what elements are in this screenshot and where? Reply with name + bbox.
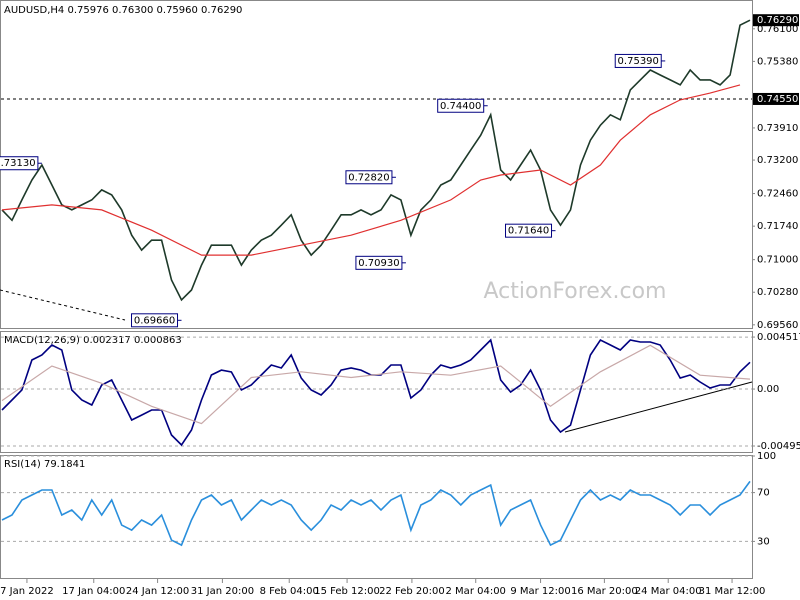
y-tick-label: 0.73200	[757, 155, 798, 166]
y-tick-label: 70	[757, 488, 770, 499]
y-tick-label: 0.71740	[757, 221, 798, 232]
y-tick-label: 0.70280	[757, 287, 798, 298]
x-tick-label: 31 Mar 12:00	[699, 586, 766, 597]
x-tick-label: 31 Jan 20:00	[191, 586, 254, 597]
price-label: 0.75390	[618, 56, 659, 67]
y-tick-label: 100	[757, 451, 776, 462]
x-tick-label: 8 Feb 04:00	[260, 586, 319, 597]
price-label: 0.69660	[134, 315, 175, 326]
macd-trend-line	[564, 381, 753, 433]
series-line	[1, 84, 741, 256]
level-label: 0.74550	[757, 94, 798, 105]
y-tick-label: 0.76100	[757, 24, 798, 35]
price-label: 0.72820	[348, 172, 389, 183]
last-price-label: 0.76290	[757, 15, 798, 26]
x-tick-label: 7 Jan 2022	[0, 586, 54, 597]
rsi-panel	[0, 455, 753, 579]
watermark: ActionForex.com	[484, 279, 667, 304]
y-tick-label: -0.00495	[757, 441, 800, 452]
x-tick-label: 22 Feb 20:00	[379, 586, 445, 597]
y-tick-label: 0.71000	[757, 255, 798, 266]
price-label: 0.71640	[508, 226, 549, 237]
last-price-box	[753, 14, 799, 27]
y-tick-label: 0.004517	[757, 332, 800, 343]
price-label: 0.73130	[0, 158, 36, 169]
macd-title: MACD(12,26,9) 0.002317 0.000863	[4, 335, 182, 346]
series-line	[1, 344, 751, 425]
y-tick-label: 0.72460	[757, 189, 798, 200]
x-tick-label: 17 Jan 04:00	[62, 586, 125, 597]
y-tick-label: 0.73910	[757, 123, 798, 134]
rsi-title: RSI(14) 79.1841	[4, 459, 85, 470]
x-tick-label: 15 Feb 12:00	[314, 586, 380, 597]
y-tick-label: 0.75380	[757, 56, 798, 67]
series-line	[1, 480, 751, 547]
series-line	[1, 19, 751, 302]
price-label: 0.70930	[358, 258, 399, 269]
y-tick-label: 0.69560	[757, 320, 798, 331]
x-tick-label: 24 Mar 04:00	[635, 586, 702, 597]
x-tick-label: 9 Mar 12:00	[510, 586, 570, 597]
x-tick-label: 2 Mar 04:00	[446, 586, 506, 597]
y-tick-label: 30	[757, 536, 770, 547]
price-title: AUDUSD,H4 0.75976 0.76300 0.75960 0.7629…	[4, 5, 242, 16]
x-tick-label: 24 Jan 12:00	[126, 586, 189, 597]
x-tick-label: 16 Mar 20:00	[571, 586, 638, 597]
macd-panel	[0, 331, 753, 453]
y-tick-label: 0.00	[757, 384, 779, 395]
price-label: 0.74400	[440, 101, 481, 112]
level-label-box	[753, 92, 799, 105]
